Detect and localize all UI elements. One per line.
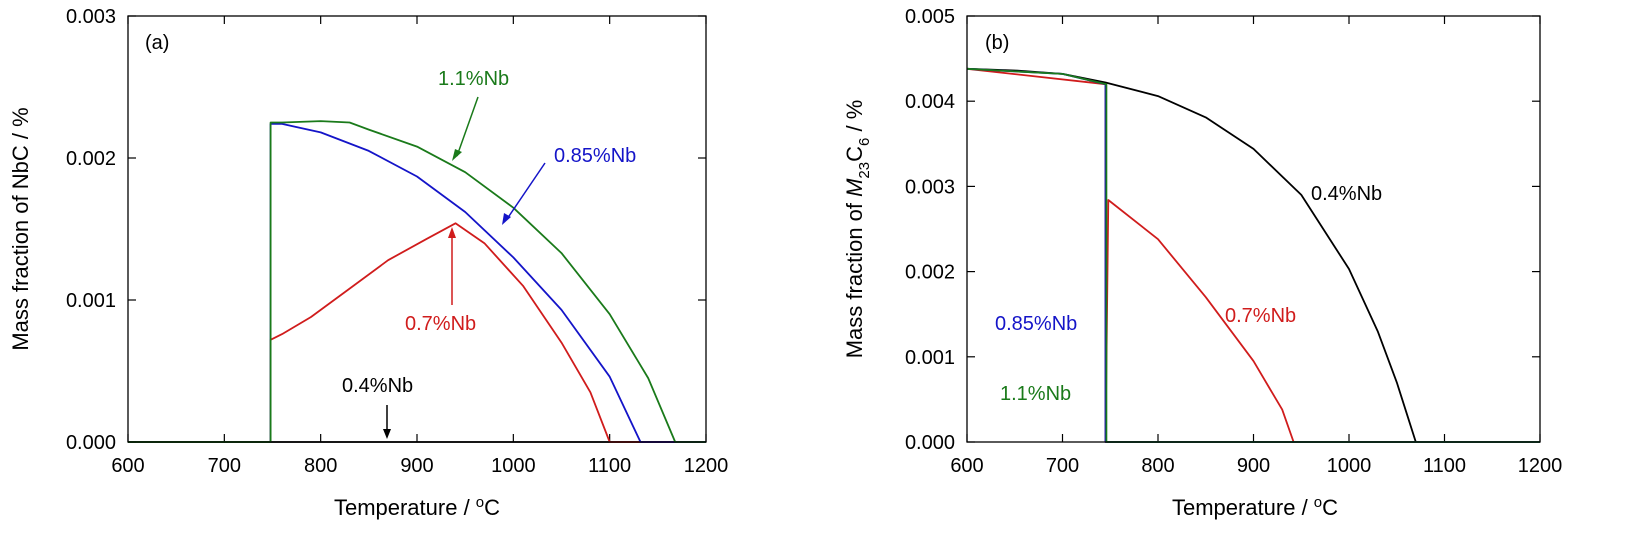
chart-panel-a: 600 700 800 900 1000 1100 1200 0.000 0.001 0.002… [8, 6, 728, 520]
panel-b-y-axis-title: Mass fraction of M23C6 / % [842, 100, 873, 359]
panel-a-annotation-1p1nb: 1.1%Nb [438, 68, 509, 90]
chart-panel-b: 600 700 800 900 1000 1100 1200 0.000 0.001 0.002… [842, 6, 1562, 520]
panel-b-annotation-1p1nb: 1.1%Nb [1000, 383, 1071, 405]
x-tick-label: 600 [111, 455, 144, 477]
x-tick-label: 1000 [491, 455, 536, 477]
panel-b-label: (b) [985, 32, 1009, 54]
panel-a-label: (a) [145, 32, 169, 54]
panel-a-arrow-0p85nb [506, 162, 546, 220]
x-tick-label: 700 [1046, 455, 1079, 477]
x-tick-label: 1100 [1423, 455, 1466, 477]
y-tick-label: 0.003 [66, 6, 116, 28]
panel-a-x-tick-labels: 600 700 800 900 1000 1100 1200 [111, 455, 728, 477]
panel-a-arrow-1p1nb [456, 96, 479, 157]
panel-a-y-axis-title: Mass fraction of NbC / % [8, 107, 33, 350]
panel-a-annotation-0p85nb: 0.85%Nb [554, 145, 636, 167]
panel-b-plot-frame [966, 15, 1541, 443]
x-tick-label: 1000 [1327, 455, 1372, 477]
y-tick-label: 0.005 [905, 6, 955, 28]
panel-a-y-tick-labels: 0.000 0.001 0.002 0.003 [66, 6, 116, 454]
x-tick-label: 1100 [588, 455, 631, 477]
panel-a-annotation-0p4nb: 0.4%Nb [342, 375, 413, 397]
y-tick-label: 0.003 [905, 176, 955, 198]
y-tick-label: 0.000 [66, 432, 116, 454]
panel-b-tick-marks [966, 15, 1541, 443]
x-tick-label: 1200 [1518, 455, 1563, 477]
y-tick-label: 0.002 [905, 262, 955, 284]
x-tick-label: 900 [400, 455, 433, 477]
series-line-0-7-nb [269, 222, 706, 443]
y-tick-label: 0.001 [66, 290, 116, 312]
panel-b-x-axis-title: Temperature / oC [1172, 494, 1338, 520]
panel-b-annotation-0p7nb: 0.7%Nb [1225, 305, 1296, 327]
panel-a-tick-marks [127, 15, 707, 443]
series-line-1-1-nb [128, 120, 706, 443]
x-tick-label: 1200 [684, 455, 729, 477]
y-tick-label: 0.001 [905, 347, 955, 369]
panel-a-arrowhead-0p7nb [448, 227, 456, 238]
panel-a-arrowhead-0p85nb [502, 213, 511, 225]
panel-a-annotation-0p7nb: 0.7%Nb [405, 313, 476, 335]
panel-a-plot-frame [127, 15, 707, 443]
x-tick-label: 900 [1237, 455, 1270, 477]
panel-b-x-tick-labels: 600 700 800 900 1000 1100 1200 [950, 455, 1562, 477]
panel-b-y-tick-labels: 0.000 0.001 0.002 0.003 0.004 0.005 [905, 6, 955, 454]
panel-a-arrowhead-0p4nb [383, 429, 391, 439]
y-tick-label: 0.002 [66, 148, 116, 170]
panel-b-annotation-0p85nb: 0.85%Nb [995, 313, 1077, 335]
y-tick-label: 0.004 [905, 91, 955, 113]
x-tick-label: 800 [304, 455, 337, 477]
panel-b-annotation-0p4nb: 0.4%Nb [1311, 183, 1382, 205]
y-tick-label: 0.000 [905, 432, 955, 454]
series-line-0-85-nb [269, 123, 706, 443]
panel-a-x-axis-title: Temperature / oC [334, 494, 500, 520]
x-tick-label: 800 [1141, 455, 1174, 477]
panel-a-series [128, 120, 706, 443]
x-tick-label: 600 [950, 455, 983, 477]
x-tick-label: 700 [208, 455, 241, 477]
panel-a-arrowhead-1p1nb [452, 149, 462, 161]
